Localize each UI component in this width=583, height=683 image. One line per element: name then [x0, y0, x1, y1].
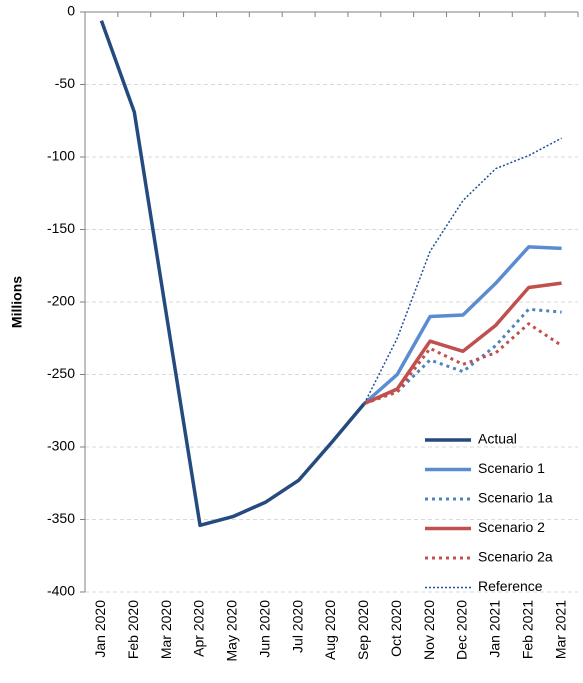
series-line [363, 245, 562, 405]
x-tick-label: May 2020 [224, 600, 240, 662]
x-tick-label: Dec 2020 [454, 600, 470, 660]
x-tick-label: Mar 2020 [158, 600, 174, 659]
x-tick-label: Nov 2020 [421, 600, 437, 660]
series-line [363, 322, 563, 405]
legend-label: Scenario 2 [478, 519, 545, 535]
x-tick-label: Sep 2020 [355, 600, 371, 660]
series-line [363, 137, 562, 404]
x-tick-label: Aug 2020 [322, 600, 338, 660]
x-tick-label: Jul 2020 [289, 600, 305, 653]
legend-label: Actual [478, 431, 517, 447]
legend-label: Reference [478, 578, 543, 594]
legend-label: Scenario 1 [478, 460, 545, 476]
x-tick-label: Oct 2020 [388, 600, 404, 657]
y-tick-label: -200 [47, 293, 75, 309]
y-tick-label: -50 [55, 75, 75, 91]
legend-label: Scenario 2a [478, 549, 553, 565]
y-tick-label: -350 [47, 510, 75, 526]
x-tick-label: Jan 2020 [92, 600, 108, 658]
x-tick-label: Feb 2020 [125, 600, 141, 659]
series-line [363, 281, 562, 406]
y-axis-label: Millions [9, 276, 25, 328]
y-tick-label: -300 [47, 438, 75, 454]
y-tick-label: 0 [67, 3, 75, 19]
x-tick-label: Feb 2021 [519, 600, 535, 659]
x-tick-label: Apr 2020 [191, 600, 207, 657]
legend-label: Scenario 1a [478, 490, 553, 506]
y-tick-label: -400 [47, 583, 75, 599]
series-line [99, 20, 366, 528]
y-tick-label: -100 [47, 148, 75, 164]
y-tick-label: -250 [47, 365, 75, 381]
x-tick-label: Jan 2021 [487, 600, 503, 658]
y-tick-label: -150 [47, 220, 75, 236]
x-tick-label: Jun 2020 [256, 600, 272, 658]
x-tick-label: Mar 2021 [552, 600, 568, 659]
